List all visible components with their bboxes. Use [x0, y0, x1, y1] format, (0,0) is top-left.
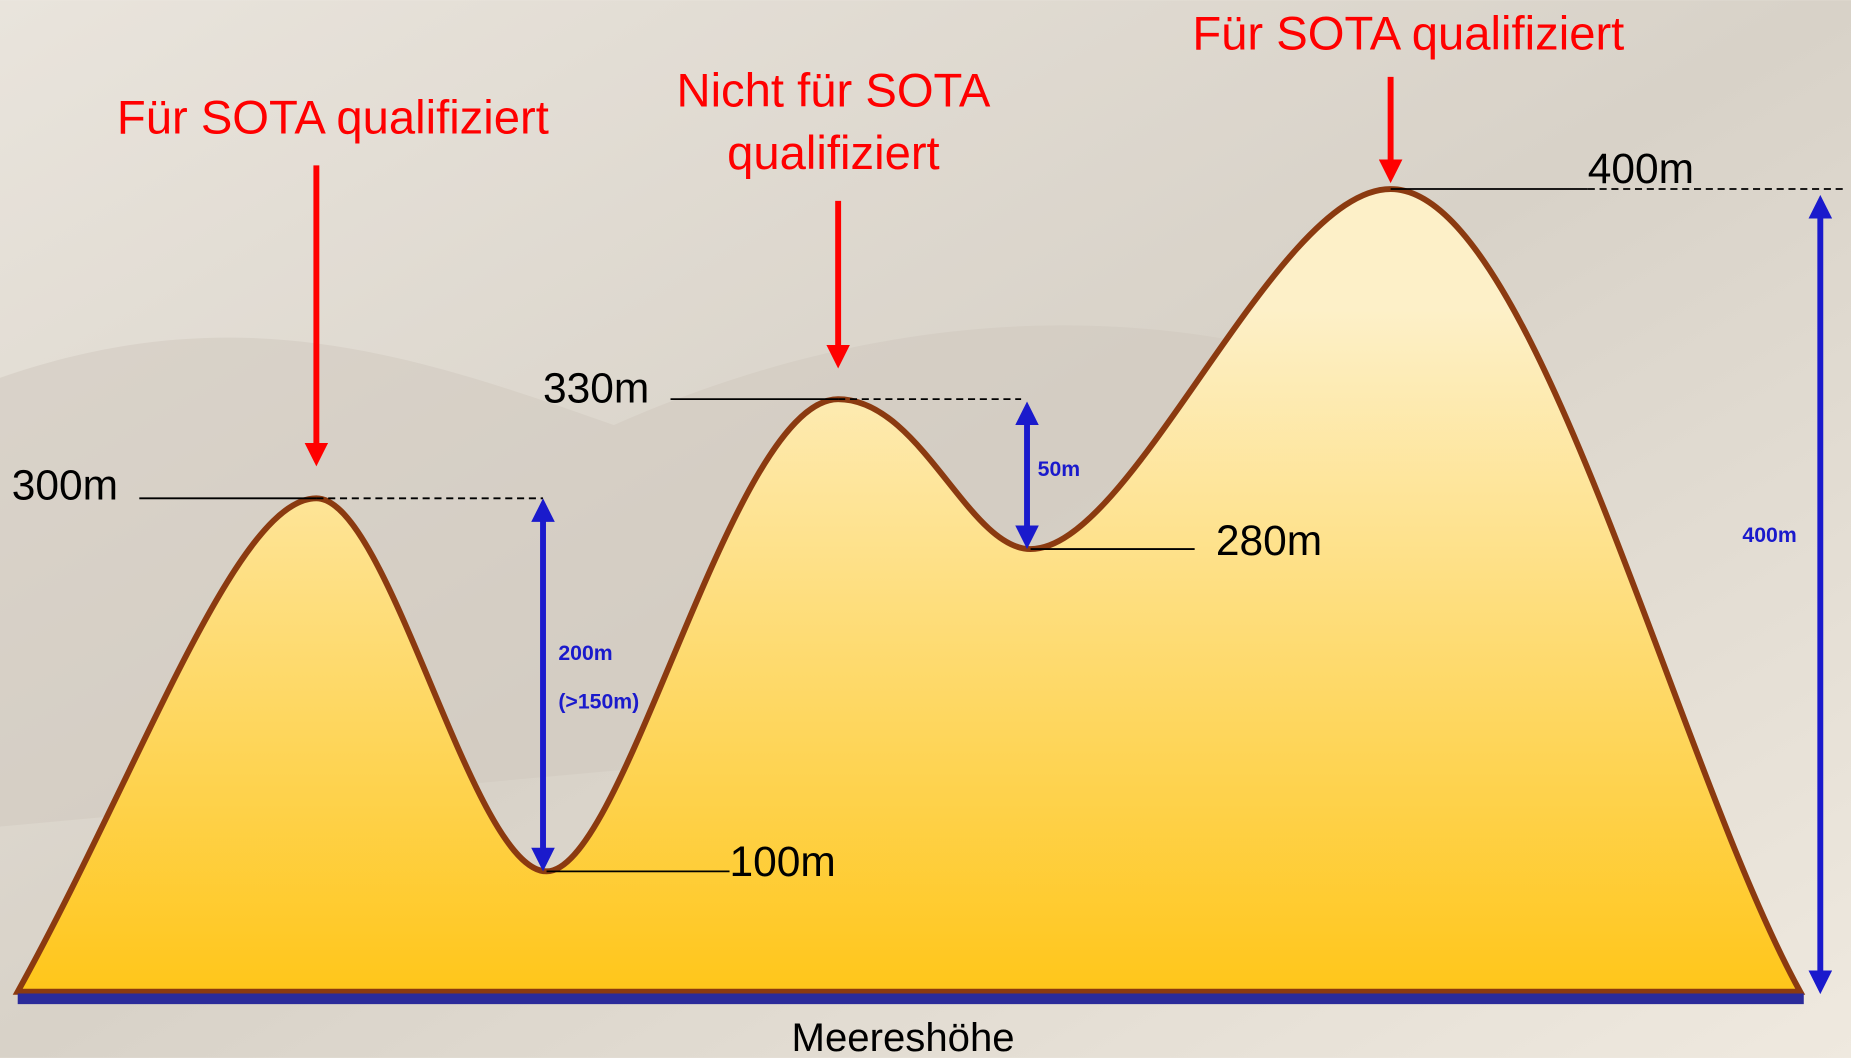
height-label: 280m: [1216, 518, 1322, 565]
diagram: Für SOTA qualifiziert Nicht für SOTA qua…: [0, 0, 1851, 1058]
difference-label: 200m: [558, 641, 612, 665]
peak-label: Für SOTA qualifiziert: [117, 92, 549, 145]
height-label: 330m: [543, 366, 649, 413]
difference-label: 400m: [1742, 523, 1796, 547]
base-label: Meereshöhe: [792, 1015, 1015, 1058]
page: {"labels": { "peak1": "Für SOTA qualifiz…: [0, 0, 1851, 1058]
peak-label: Für SOTA qualifiziert: [1192, 8, 1624, 61]
height-label: 400m: [1588, 146, 1694, 193]
height-label: 300m: [12, 462, 118, 509]
difference-label: 50m: [1038, 457, 1081, 481]
peak-label: qualifiziert: [727, 127, 940, 180]
difference-label: (>150m): [558, 689, 639, 713]
peak-label: Nicht für SOTA: [676, 64, 990, 117]
height-label: 100m: [730, 839, 836, 886]
